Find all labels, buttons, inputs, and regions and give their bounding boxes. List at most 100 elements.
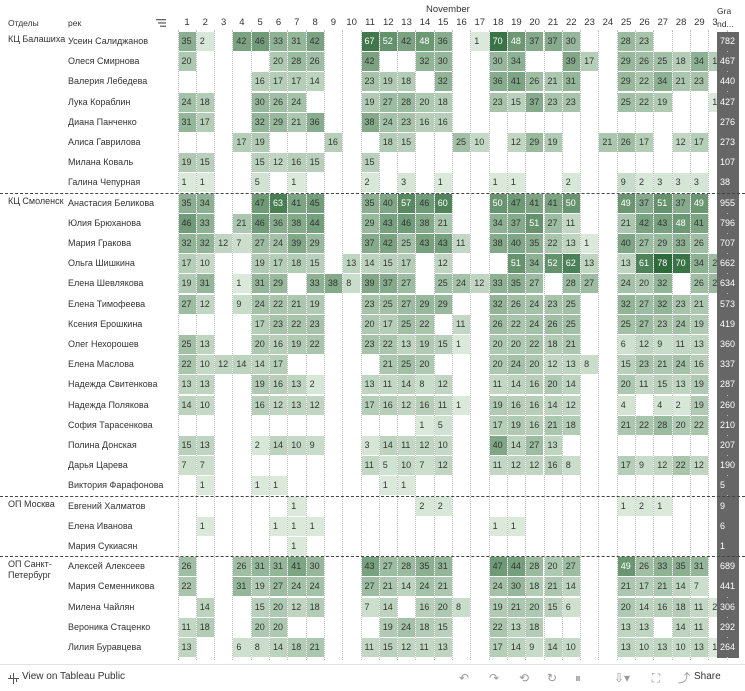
heatmap-cell[interactable]: 1	[288, 537, 306, 556]
heatmap-cell[interactable]: 46	[416, 193, 434, 213]
heatmap-cell[interactable]: 1	[251, 476, 269, 496]
heatmap-cell[interactable]: 29	[306, 234, 324, 253]
heatmap-cell[interactable]: 24	[617, 274, 635, 294]
heatmap-cell[interactable]: 15	[434, 335, 452, 354]
heatmap-cell[interactable]: 31	[251, 557, 269, 577]
heatmap-cell[interactable]: 17	[489, 638, 507, 657]
heatmap-cell[interactable]: 10	[672, 638, 690, 657]
grand-total-cell[interactable]: 782	[717, 32, 739, 51]
heatmap-cell[interactable]: 14	[544, 638, 562, 657]
grand-total-cell[interactable]: 38	[717, 173, 739, 193]
heatmap-cell[interactable]: 37	[361, 234, 379, 253]
heatmap-cell[interactable]: 15	[251, 597, 269, 617]
heatmap-cell[interactable]: 13	[617, 638, 635, 657]
heatmap-cell[interactable]: 11	[434, 395, 452, 415]
heatmap-cell[interactable]: 23	[361, 335, 379, 354]
employee-name[interactable]: Елена Тимофеева	[68, 298, 146, 309]
heatmap-cell[interactable]: 44	[507, 557, 526, 577]
heatmap-cell[interactable]: 23	[544, 294, 562, 314]
heatmap-cell[interactable]: 49	[617, 557, 635, 577]
heatmap-cell[interactable]: 29	[270, 112, 288, 132]
heatmap-cell[interactable]: 48	[507, 32, 526, 51]
heatmap-cell[interactable]: 25	[654, 52, 672, 72]
heatmap-cell[interactable]: 37	[526, 92, 544, 112]
heatmap-cell[interactable]: 40	[507, 234, 526, 253]
heatmap-cell[interactable]: 21	[562, 335, 581, 354]
heatmap-cell[interactable]: 19	[489, 395, 507, 415]
heatmap-cell[interactable]: 46	[398, 213, 416, 233]
heatmap-cell[interactable]: 21	[599, 133, 617, 152]
grand-total-cell[interactable]: 306	[717, 597, 739, 617]
heatmap-cell[interactable]: 17	[636, 133, 654, 152]
heatmap-cell[interactable]: 1	[270, 476, 288, 496]
heatmap-cell[interactable]: 1	[288, 516, 306, 536]
heatmap-cell[interactable]: 21	[617, 213, 635, 233]
heatmap-cell[interactable]: 10	[196, 355, 215, 375]
heatmap-cell[interactable]: 42	[361, 52, 379, 72]
employee-name[interactable]: Вероника Стаценко	[68, 621, 151, 632]
heatmap-cell[interactable]: 25	[617, 314, 635, 334]
heatmap-cell[interactable]: 27	[270, 577, 288, 597]
heatmap-cell[interactable]: 11	[379, 375, 398, 395]
heatmap-cell[interactable]: 18	[672, 52, 690, 72]
heatmap-cell[interactable]: 18	[288, 254, 306, 274]
grand-total-cell[interactable]: 427	[717, 92, 739, 112]
grand-total-cell[interactable]: 573	[717, 294, 739, 314]
heatmap-cell[interactable]: 14	[672, 577, 690, 597]
heatmap-cell[interactable]: 1	[270, 516, 288, 536]
heatmap-cell[interactable]: 21	[507, 597, 526, 617]
heatmap-cell[interactable]: 10	[471, 133, 489, 152]
heatmap-cell[interactable]: 19	[416, 335, 434, 354]
heatmap-cell[interactable]: 41	[288, 193, 306, 213]
heatmap-cell[interactable]: 14	[379, 597, 398, 617]
heatmap-cell[interactable]: 41	[690, 213, 709, 233]
heatmap-cell[interactable]: 19	[361, 92, 379, 112]
heatmap-cell[interactable]: 26	[270, 92, 288, 112]
heatmap-cell[interactable]: 31	[196, 274, 215, 294]
heatmap-cell[interactable]: 17	[251, 314, 269, 334]
heatmap-cell[interactable]: 40	[489, 436, 507, 455]
heatmap-cell[interactable]: 12	[196, 294, 215, 314]
heatmap-cell[interactable]: 14	[544, 395, 562, 415]
heatmap-cell[interactable]: 70	[672, 254, 690, 274]
employee-name[interactable]: Виктория Фарафонова	[68, 480, 164, 491]
heatmap-cell[interactable]: 27	[562, 557, 581, 577]
heatmap-cell[interactable]: 1	[379, 476, 398, 496]
heatmap-cell[interactable]: 14	[270, 436, 288, 455]
heatmap-cell[interactable]: 17	[270, 254, 288, 274]
heatmap-cell[interactable]: 3	[398, 173, 416, 193]
heatmap-cell[interactable]: 20	[270, 617, 288, 637]
heatmap-cell[interactable]: 18	[196, 92, 215, 112]
heatmap-cell[interactable]: 27	[544, 213, 562, 233]
heatmap-cell[interactable]: 26	[233, 557, 251, 577]
heatmap-cell[interactable]: 35	[507, 274, 526, 294]
heatmap-cell[interactable]: 50	[489, 193, 507, 213]
heatmap-cell[interactable]: 13	[196, 436, 215, 455]
grand-total-cell[interactable]: 689	[717, 557, 739, 577]
heatmap-cell[interactable]: 13	[617, 617, 635, 637]
employee-name[interactable]: Усеин Салиджанов	[68, 36, 149, 46]
heatmap-cell[interactable]: 8	[251, 638, 269, 657]
heatmap-cell[interactable]: 13	[343, 254, 361, 274]
heatmap-cell[interactable]: 33	[270, 32, 288, 51]
heatmap-cell[interactable]: 11	[489, 456, 507, 476]
heatmap-cell[interactable]: 14	[379, 436, 398, 455]
heatmap-cell[interactable]: 33	[489, 274, 507, 294]
heatmap-cell[interactable]: 20	[416, 92, 434, 112]
heatmap-cell[interactable]: 22	[544, 234, 562, 253]
heatmap-cell[interactable]: 13	[288, 395, 306, 415]
heatmap-cell[interactable]: 22	[489, 617, 507, 637]
heatmap-cell[interactable]: 29	[434, 294, 452, 314]
heatmap-cell[interactable]: 8	[343, 274, 361, 294]
fullscreen-icon[interactable]: ⛶	[651, 671, 661, 685]
heatmap-cell[interactable]: 1	[489, 516, 507, 536]
heatmap-cell[interactable]: 8	[562, 456, 581, 476]
heatmap-cell[interactable]: 28	[617, 32, 635, 51]
heatmap-cell[interactable]: 23	[306, 314, 324, 334]
heatmap-cell[interactable]: 43	[379, 213, 398, 233]
heatmap-cell[interactable]: 12	[434, 456, 452, 476]
heatmap-cell[interactable]: 26	[636, 557, 654, 577]
heatmap-cell[interactable]: 40	[617, 234, 635, 253]
heatmap-cell[interactable]: 41	[544, 193, 562, 213]
heatmap-cell[interactable]: 34	[507, 52, 526, 72]
